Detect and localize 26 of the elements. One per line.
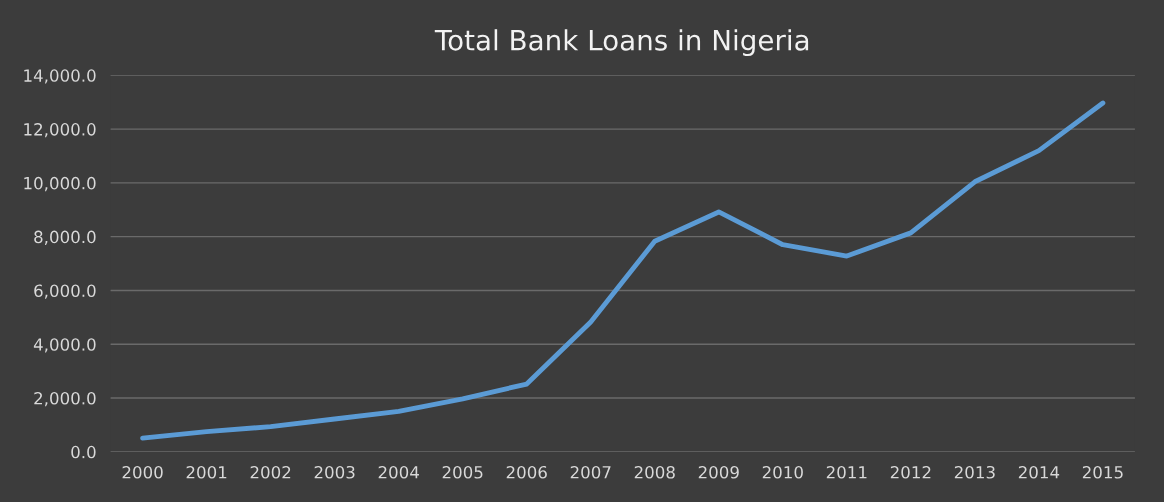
x-tick-label: 2014	[1018, 465, 1060, 479]
y-tick-label: 6,000.0	[34, 284, 96, 299]
y-tick-label: 10,000.0	[24, 176, 96, 192]
x-tick-label: 2011	[826, 465, 867, 479]
y-tick-label: 8,000.0	[34, 230, 96, 245]
x-tick-label: 2012	[890, 465, 931, 479]
x-tick-label: 2013	[954, 465, 995, 479]
x-tick-label: 2006	[506, 465, 547, 479]
x-tick-label: 2003	[314, 465, 355, 479]
x-tick-label: 2015	[1082, 465, 1123, 479]
x-tick-label: 2010	[762, 465, 803, 479]
y-tick-label: 0.0	[71, 445, 96, 459]
x-tick-label: 2009	[698, 465, 739, 479]
x-tick-label: 2001	[186, 465, 227, 479]
y-tick-label: 4,000.0	[33, 338, 96, 353]
y-tick-label: 2,000.0	[34, 391, 96, 407]
x-tick-label: 2004	[378, 465, 419, 479]
x-tick-label: 2000	[122, 465, 163, 479]
y-tick-label: 14,000.0	[24, 69, 96, 84]
line-series	[140, 100, 1106, 441]
x-tick-label: 2008	[634, 465, 675, 479]
x-tick-label: 2002	[250, 465, 291, 479]
y-tick-label: 12,000.0	[24, 123, 96, 138]
x-tick-label: 2005	[442, 465, 483, 479]
chart-title: Total Bank Loans in Nigeria	[434, 29, 809, 57]
x-tick-label: 2007	[570, 465, 611, 479]
